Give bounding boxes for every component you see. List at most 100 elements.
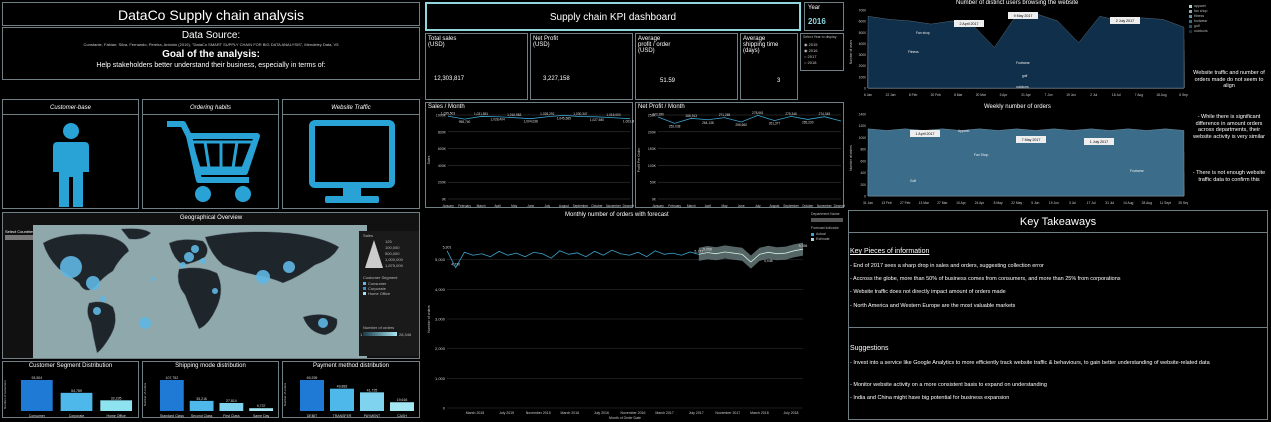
y-tick-label: 0 — [864, 87, 866, 91]
point-label: 5,356 — [799, 244, 808, 248]
segment-legend-item: Home Office — [368, 291, 391, 296]
category-label: Ordering habits — [143, 105, 278, 115]
bar-category-label: Second Class — [191, 414, 213, 418]
pieces-title: Key Pieces of information — [850, 248, 930, 255]
kpi-card-net-profit: Net Profit (USD) 3,227,158 — [530, 33, 633, 100]
orders-legend-title: Number of orders — [363, 325, 395, 330]
forecast-panel: Monthly number of orders with forecast 0… — [425, 210, 845, 420]
legend-item-estimate: Estimate — [816, 237, 830, 241]
series-label: Fan shop — [916, 31, 930, 35]
point-label: 1,030,347 — [573, 112, 587, 116]
point-label: 4,730 — [451, 263, 460, 267]
annotation-label: 7 May 2017 — [1022, 138, 1041, 142]
world-map[interactable] — [33, 225, 367, 358]
x-tick-label: 28 Aug — [1142, 201, 1152, 205]
sales-legend-item: 500,000 — [385, 251, 400, 256]
users-legend-item: apparel — [1194, 4, 1206, 8]
x-tick-label: 7 Aug — [1135, 93, 1144, 97]
y-axis-label: Number of orders — [427, 305, 431, 332]
year-option-2018[interactable]: ○ 2018 — [804, 60, 816, 65]
bar-value-label: 93,504 — [31, 376, 42, 380]
bar-category-label: PAYMENT — [364, 414, 381, 418]
point-label: 4,938 — [764, 259, 773, 263]
bar — [330, 388, 354, 411]
bar — [390, 402, 414, 411]
legend-swatch — [1189, 30, 1192, 33]
point-label: 265,230 — [802, 120, 814, 124]
y-tick-label: 800K — [438, 130, 447, 134]
kpi-card-label: Average profit / order (USD) — [638, 36, 671, 54]
x-tick-label: 3 Jul — [1069, 201, 1076, 205]
x-tick-label: 7 Jun — [1045, 93, 1053, 97]
bar-category-label: Consumer — [29, 414, 46, 418]
legend-title-department: Department Name — [811, 212, 840, 216]
series-label: Fitness — [908, 50, 919, 54]
x-tick-label: November 2015 — [526, 411, 551, 415]
users-note: Website traffic and number of orders mad… — [1193, 70, 1265, 90]
x-tick-label: August — [769, 204, 779, 208]
series-line — [447, 114, 631, 120]
x-tick-label: 20 Feb — [931, 93, 941, 97]
suggestion-item: - Invest into a service like Google Anal… — [850, 360, 1210, 366]
select-countries-dropdown[interactable] — [5, 235, 35, 240]
piece-item: - North America and Western Europe are t… — [850, 303, 1016, 309]
takeaways-panel: Key Takeaways Key Pieces of information … — [848, 210, 1268, 420]
sales-legend-shape — [365, 240, 383, 268]
weekly-orders-note-1: - While there is significant difference … — [1193, 114, 1265, 140]
x-tick-label: July 2015 — [499, 411, 514, 415]
point-label: 268,913 — [686, 114, 698, 118]
legend-dropdown[interactable] — [811, 218, 843, 222]
point-label: 278,661 — [752, 111, 764, 115]
kpi-card-label: Average shipping time (days) — [743, 36, 779, 54]
year-option-2017[interactable]: ○ 2017 — [804, 54, 816, 59]
series-line-estimate — [698, 248, 804, 263]
kpi-card-value: 3,227,158 — [543, 76, 570, 82]
category-website-traffic: Website Traffic — [282, 99, 420, 209]
shipping-mode-title: Shipping mode distribution — [175, 363, 246, 369]
year-option-label: 2016 — [808, 48, 818, 53]
annotation-label: 1 July 2017 — [1090, 140, 1108, 144]
year-selector[interactable]: Select Year to display ◉ 2015 ◉ 2016 ○ 2… — [800, 33, 844, 71]
legend-item-actual: Actual — [816, 232, 826, 236]
y-tick-label: 3000 — [859, 53, 867, 57]
bar-value-label: 9,737 — [257, 404, 266, 408]
y-tick-label: 200 — [860, 183, 866, 187]
year-label: Year — [808, 5, 821, 11]
point-label: 1,003,800 — [623, 120, 634, 124]
x-tick-label: January — [652, 204, 664, 208]
point-label: 1,004,038 — [524, 120, 538, 124]
x-tick-label: 14 Aug — [1123, 201, 1133, 205]
dashboard-title: DataCo Supply chain analysis — [118, 7, 304, 23]
forecast-chart[interactable]: 0 1,000 2,000 3,000 4,000 5,000 Number of orde… — [425, 220, 809, 420]
bar — [249, 408, 274, 411]
sales-legend-title: Sales — [363, 233, 374, 238]
users-legend-item: footwear — [1194, 19, 1208, 23]
x-tick-label: 24 Apr — [975, 201, 985, 205]
year-option-label: 2017 — [807, 54, 817, 59]
bar-category-label: Home Office — [106, 414, 125, 418]
x-tick-label: March — [687, 204, 696, 208]
person-icon — [53, 123, 89, 207]
suggestion-item: - India and China might have big potenti… — [850, 395, 1010, 401]
sales-month-title: Sales / Month — [428, 104, 465, 110]
y-tick-label: 800 — [860, 148, 866, 152]
x-tick-label: 5 Jun — [1031, 201, 1039, 205]
kpi-title-box: Supply chain KPI dashboard — [425, 2, 801, 31]
x-tick-label: June — [738, 204, 745, 208]
year-box: Year 2016 — [804, 2, 844, 31]
segment-swatch-corporate — [363, 287, 366, 290]
x-tick-label: 27 Feb — [900, 201, 910, 205]
x-tick-label: April — [494, 204, 501, 208]
sales-month-panel: Sales / Month 1000K 800K 600K 400K 200K 0K Sal… — [425, 102, 634, 208]
x-tick-label: 19 Jun — [1049, 201, 1059, 205]
profit-month-title: Net Profit / Month — [638, 104, 685, 110]
shipping-mode-chart: Number of orders 107,752 Standard Class 35,… — [143, 376, 274, 418]
bar-value-label: 41,725 — [367, 388, 378, 392]
kpi-card-label: Total sales (USD) — [428, 36, 457, 48]
year-option-2015[interactable]: ◉ 2015 — [804, 42, 818, 47]
y-axis-label: Number of orders — [283, 382, 287, 406]
year-option-2016[interactable]: ◉ 2016 — [804, 48, 818, 53]
bar-value-label: 107,752 — [166, 376, 179, 380]
bar-value-label: 49,883 — [337, 385, 348, 389]
x-tick-label: 8 Mar — [954, 93, 963, 97]
